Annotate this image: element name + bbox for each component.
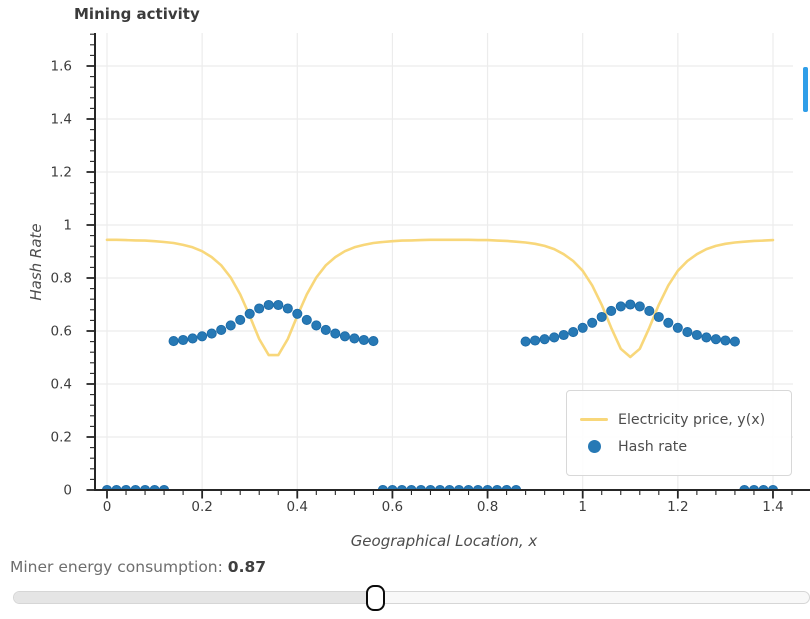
y-tick-label: 1 bbox=[63, 218, 72, 234]
energy-consumption-slider[interactable] bbox=[0, 580, 810, 616]
hash-rate-dot bbox=[701, 332, 712, 343]
y-tick-label: 0 bbox=[63, 483, 72, 499]
hash-rate-dot bbox=[634, 301, 645, 312]
hash-rate-dot bbox=[311, 320, 322, 331]
electricity-price-line bbox=[105, 238, 775, 359]
hash-rate-dot bbox=[710, 334, 721, 345]
y-axis-label: Hash Rate bbox=[27, 223, 45, 301]
mining-activity-plot: 0 0.2 0.4 0.6 0.8 1 1.2 1.4 0 0.2 0.4 0.6 0.8 1 1.2 1.4… bbox=[51, 33, 810, 516]
hash-rate-dot bbox=[349, 333, 360, 344]
hash-rate-dot bbox=[549, 332, 560, 343]
hash-rate-dot bbox=[368, 336, 379, 347]
hash-rate-dot bbox=[691, 329, 702, 341]
slider-fill bbox=[14, 592, 377, 603]
hash-rate-dot bbox=[577, 322, 588, 333]
hash-rate-dot bbox=[178, 334, 189, 346]
slider-label: Miner energy consumption: 0.87 bbox=[10, 558, 266, 576]
y-tick-label: 0.2 bbox=[51, 430, 72, 446]
hash-rate-dot bbox=[273, 299, 284, 311]
dot-swatch-icon bbox=[580, 440, 608, 453]
hash-rate-dot bbox=[282, 303, 293, 314]
hash-rate-dot bbox=[539, 334, 550, 345]
slider-track[interactable] bbox=[13, 591, 810, 604]
slider-thumb[interactable] bbox=[366, 585, 385, 611]
legend-item-electricity-price: Electricity price, y(x) bbox=[580, 412, 791, 428]
x-tick-label: 0.4 bbox=[287, 499, 308, 515]
hash-rate-dot bbox=[653, 311, 664, 323]
hash-rate-dot bbox=[225, 320, 236, 331]
x-tick-label: 0.2 bbox=[191, 499, 212, 515]
x-tick-label: 1 bbox=[578, 499, 587, 515]
x-tick-label: 1.4 bbox=[762, 499, 783, 515]
hash-rate-dot bbox=[663, 317, 674, 328]
hash-rate-dot bbox=[263, 299, 274, 311]
y-tick-label: 0.8 bbox=[51, 271, 72, 287]
x-tick-label: 0.8 bbox=[477, 499, 498, 515]
hash-rate-dot bbox=[216, 324, 227, 335]
hash-rate-dot bbox=[330, 328, 341, 339]
legend-label-electricity-price: Electricity price, y(x) bbox=[618, 411, 766, 428]
hash-rate-dot bbox=[720, 335, 731, 346]
tick-labels: 0 0.2 0.4 0.6 0.8 1 1.2 1.4 0 0.2 0.4 0.6 0.8 1 1.2 1.4… bbox=[51, 59, 784, 516]
hash-rate-dot bbox=[339, 331, 350, 342]
hash-rate-dot bbox=[187, 333, 198, 344]
hash-rate-dot bbox=[358, 334, 369, 346]
hash-rate-dot bbox=[729, 336, 740, 347]
hash-rate-dot bbox=[625, 299, 636, 310]
hash-rate-dot bbox=[558, 329, 569, 341]
hash-rate-dot bbox=[615, 301, 626, 312]
hash-rate-dot bbox=[301, 314, 312, 325]
slider-value: 0.87 bbox=[227, 558, 267, 576]
hash-rate-dot bbox=[254, 303, 265, 314]
hash-rate-dot bbox=[644, 305, 655, 316]
hash-rate-dots bbox=[101, 299, 779, 490]
legend: Electricity price, y(x) Hash rate bbox=[566, 390, 792, 476]
hash-rate-dot bbox=[197, 331, 208, 342]
hash-rate-dot bbox=[244, 308, 255, 319]
chart-title: Mining activity bbox=[74, 5, 200, 23]
x-axis-label: Geographical Location, x bbox=[350, 532, 538, 550]
hash-rate-dot bbox=[606, 305, 617, 316]
hash-rate-dot bbox=[235, 314, 246, 325]
y-tick-label: 0.4 bbox=[51, 377, 72, 393]
hash-rate-dot bbox=[520, 336, 531, 347]
series-layer bbox=[101, 238, 779, 490]
x-tick-label: 0.6 bbox=[382, 499, 403, 515]
hash-rate-dot bbox=[206, 328, 217, 339]
hash-rate-dot bbox=[168, 336, 179, 347]
legend-item-hash-rate: Hash rate bbox=[580, 439, 791, 455]
axes bbox=[86, 33, 810, 499]
y-tick-label: 1.6 bbox=[51, 59, 72, 75]
slider-label-text: Miner energy consumption: bbox=[10, 558, 228, 576]
legend-label-hash-rate: Hash rate bbox=[618, 438, 688, 455]
x-tick-label: 0 bbox=[103, 499, 112, 515]
scrollbar-thumb[interactable] bbox=[803, 67, 808, 112]
hash-rate-dot bbox=[587, 317, 598, 328]
line-swatch-icon bbox=[580, 417, 608, 422]
y-tick-label: 1.4 bbox=[51, 112, 72, 128]
hash-rate-dot bbox=[292, 308, 303, 319]
hash-rate-dot bbox=[568, 327, 579, 338]
y-tick-label: 1.2 bbox=[51, 165, 72, 181]
hash-rate-dot bbox=[320, 324, 331, 335]
hash-rate-dot bbox=[682, 327, 693, 338]
y-tick-label: 0.6 bbox=[51, 324, 72, 340]
hash-rate-dot bbox=[530, 335, 541, 346]
hash-rate-dot bbox=[596, 311, 607, 323]
hash-rate-dot bbox=[672, 322, 683, 333]
x-tick-label: 1.2 bbox=[667, 499, 688, 515]
